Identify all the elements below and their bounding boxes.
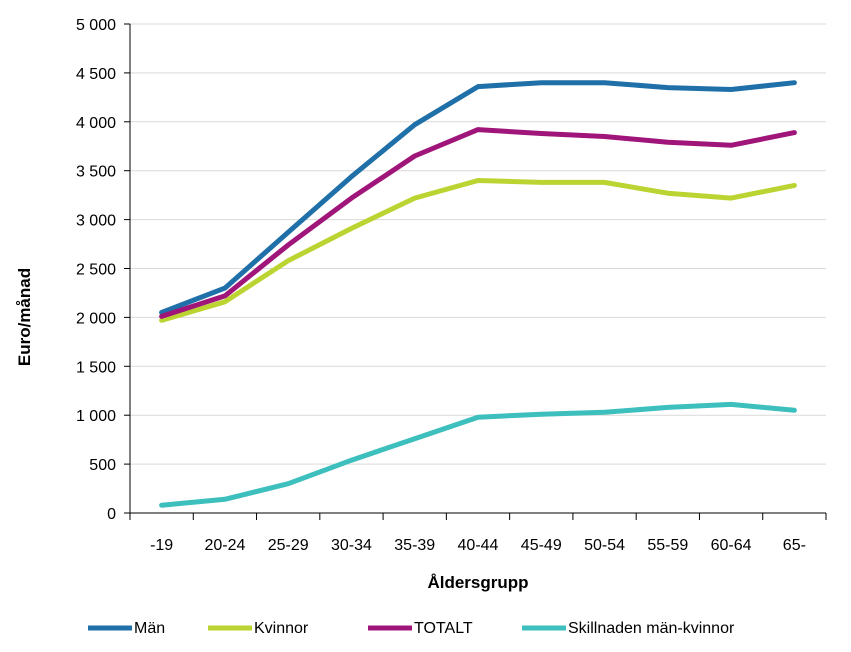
y-tick-label: 4 500 bbox=[76, 66, 116, 83]
y-tick-label: 0 bbox=[107, 506, 116, 523]
y-tick-label: 1 000 bbox=[76, 408, 116, 425]
legend-label: Män bbox=[134, 620, 165, 637]
y-tick-label: 1 500 bbox=[76, 359, 116, 376]
y-axis-title: Euro/månad bbox=[15, 268, 34, 366]
y-tick-label: 3 000 bbox=[76, 213, 116, 230]
tick-labels: 0 500 1 000 1 500 2 000 2 500 3 000 3 500 4 000 4… bbox=[76, 17, 806, 554]
series-lines bbox=[159, 80, 797, 508]
x-tick-label: 25-29 bbox=[268, 537, 309, 554]
x-tick-label: 20-24 bbox=[204, 537, 245, 554]
series-line bbox=[159, 178, 797, 323]
legend: Män Kvinnor TOTALT Skillnaden män-kvinnor bbox=[88, 620, 735, 637]
x-axis-title: Åldersgrupp bbox=[427, 573, 528, 592]
gridlines bbox=[130, 23, 826, 465]
x-tick-label: -19 bbox=[150, 537, 173, 554]
legend-label: Kvinnor bbox=[254, 620, 309, 637]
y-tick-label: 2 000 bbox=[76, 310, 116, 327]
x-tick-label: 60-64 bbox=[711, 537, 752, 554]
series-line bbox=[159, 401, 797, 508]
legend-label: TOTALT bbox=[414, 620, 473, 637]
x-tick-label: 65- bbox=[783, 537, 806, 554]
x-tick-label: 40-44 bbox=[458, 537, 499, 554]
x-tick-label: 35-39 bbox=[394, 537, 435, 554]
y-tick-label: 2 500 bbox=[76, 262, 116, 279]
y-tick-label: 500 bbox=[89, 457, 116, 474]
y-tick-label: 4 000 bbox=[76, 115, 116, 132]
x-tick-label: 30-34 bbox=[331, 537, 372, 554]
series-line bbox=[159, 127, 797, 319]
y-tick-label: 3 500 bbox=[76, 164, 116, 181]
x-tick-label: 55-59 bbox=[647, 537, 688, 554]
y-tick-label: 5 000 bbox=[76, 17, 116, 34]
legend-label: Skillnaden män-kvinnor bbox=[568, 620, 735, 637]
x-tick-label: 50-54 bbox=[584, 537, 625, 554]
axes bbox=[124, 23, 827, 520]
series-line bbox=[159, 80, 797, 315]
x-tick-label: 45-49 bbox=[521, 537, 562, 554]
